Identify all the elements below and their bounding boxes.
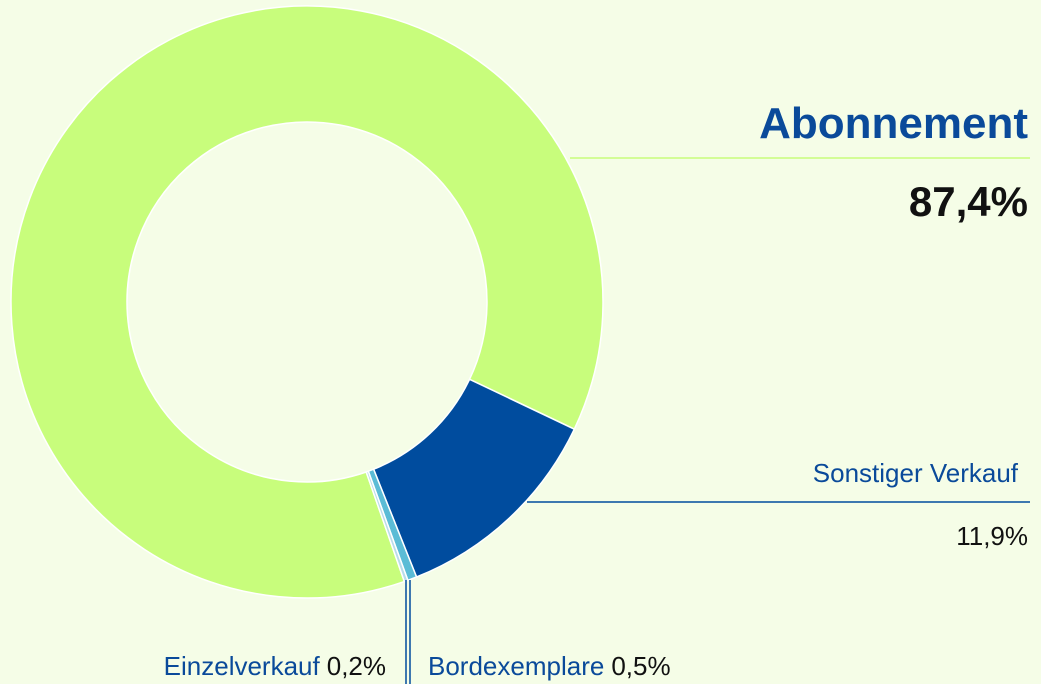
label: Einzelverkauf 0,2% (164, 651, 386, 681)
donut-segment (10, 5, 604, 599)
category-label: Sonstiger Verkauf (813, 458, 1019, 488)
label: Bordexemplare 0,5% (428, 651, 671, 681)
value-label: 11,9% (956, 521, 1028, 551)
value-label: 0,2% (327, 651, 386, 681)
value-label: 0,5% (611, 651, 670, 681)
category-label: Einzelverkauf (164, 651, 321, 681)
value-label: 87,4% (909, 178, 1028, 225)
category-label: Abonnement (759, 99, 1028, 148)
category-label: Bordexemplare (428, 651, 604, 681)
